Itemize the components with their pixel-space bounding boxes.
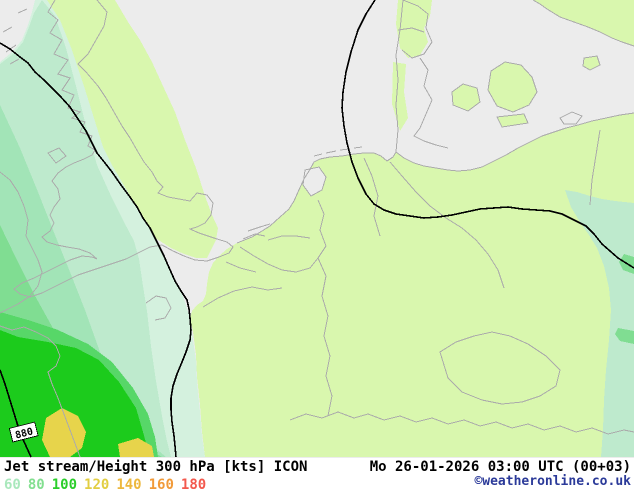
map-title: Jet stream/Height 300 hPa [kts] ICON	[4, 459, 308, 475]
legend-value-60: 60	[4, 477, 21, 493]
coast-ijsselmeer	[302, 166, 327, 197]
coast-fyn	[451, 83, 481, 112]
wind-spot-east-2	[615, 328, 634, 344]
wind-speed-legend: 60 80 100 120 140 160 180	[4, 474, 213, 493]
coast-anglesey	[47, 147, 67, 164]
contour-label: 880	[8, 421, 39, 443]
wind-patch-bornholm	[583, 56, 600, 70]
height-contour-southwest	[0, 369, 32, 458]
coast-zealand	[487, 61, 538, 113]
coast-jutland-east	[397, 0, 449, 149]
wind-core-yellow-2	[118, 438, 154, 457]
borders-west-europe	[239, 199, 333, 417]
legend-value-160: 160	[148, 477, 174, 493]
height-contour-east	[341, 0, 634, 269]
wind-band-england	[47, 0, 218, 258]
map-canvas: 880	[0, 0, 634, 458]
height-contour-west	[0, 42, 192, 458]
wind-patch-zealand	[488, 62, 537, 112]
coast-zeeland-delta	[242, 223, 271, 240]
footer-bar: Jet stream/Height 300 hPa [kts] ICON Mo …	[0, 458, 634, 493]
legend-value-80: 80	[27, 477, 45, 493]
legend-value-140: 140	[116, 477, 142, 493]
border-czechia	[439, 331, 561, 405]
borders-alps	[289, 411, 634, 435]
ijsselmeer-water	[303, 167, 326, 196]
wind-patch-west-jutland	[392, 62, 408, 131]
contour-label-text: 880	[14, 426, 34, 441]
coast-cotentin	[145, 295, 172, 321]
wind-patch-sweden	[533, 0, 634, 46]
coast-brittany-biscay	[0, 325, 81, 458]
coast-ruegen	[559, 111, 583, 125]
coast-bornholm	[582, 55, 601, 71]
legend-value-100: 100	[51, 477, 78, 493]
river-seine	[202, 286, 283, 308]
wind-band-bright-green	[0, 330, 150, 457]
coast-sweden	[532, 0, 634, 47]
coast-great-britain	[13, 0, 234, 298]
copyright-text: ©weatheronline.co.uk	[474, 474, 631, 489]
river-somme	[225, 261, 257, 273]
coast-lolland	[496, 113, 529, 128]
jetstream-map-svg: 880	[0, 0, 634, 458]
map-datetime: Mo 26-01-2026 03:00 UTC (00+03)	[369, 459, 631, 475]
height-contours-group	[0, 0, 634, 458]
coastlines-group	[0, 0, 634, 458]
coast-hebrides	[2, 8, 28, 65]
wind-patch-fyn	[452, 84, 480, 111]
legend-value-180: 180	[180, 477, 207, 493]
coast-wadden-islands	[313, 146, 363, 157]
legend-value-120: 120	[84, 477, 110, 493]
wind-band-continent	[190, 113, 634, 457]
rivers-germany	[363, 129, 601, 289]
contour-label-box	[8, 421, 39, 443]
coast-ireland	[0, 171, 43, 314]
coast-continent-west	[236, 0, 404, 244]
coast-baltic-south	[395, 112, 634, 172]
